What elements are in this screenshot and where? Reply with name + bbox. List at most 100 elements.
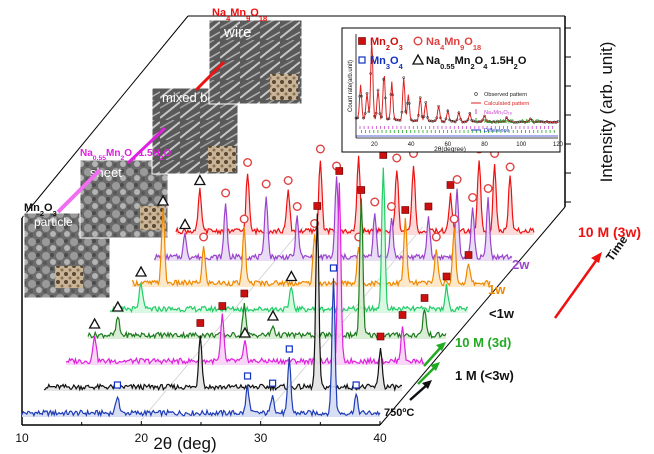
inset-x-tick-label: 80 bbox=[481, 142, 488, 148]
peak-marker-na4mn9o18 bbox=[386, 201, 396, 211]
x-axis-title: 2θ (deg) bbox=[153, 434, 216, 453]
peak-marker-na4mn9o18 bbox=[221, 188, 231, 198]
peak-marker-na4mn9o18 bbox=[292, 201, 302, 211]
x-tick-label: 40 bbox=[373, 431, 387, 445]
inset-observed-point bbox=[361, 116, 365, 120]
inset-observed-point bbox=[457, 111, 461, 115]
inset-observed-point bbox=[387, 117, 391, 121]
inset-observed-point bbox=[536, 120, 540, 123]
peak-marker-na4mn9o18 bbox=[315, 144, 325, 154]
inset-observed-point bbox=[433, 119, 437, 123]
inset-observed-point bbox=[468, 112, 472, 115]
inset-observed-point bbox=[481, 118, 485, 122]
inset-observed-point bbox=[439, 116, 442, 120]
x-tick-label: 30 bbox=[254, 431, 268, 445]
peak-marker-mn2o3 bbox=[357, 186, 366, 194]
peak-marker-birnessite bbox=[88, 317, 101, 329]
sample-label: <1w bbox=[489, 306, 515, 321]
peak-marker-na4mn9o18 bbox=[239, 214, 249, 224]
inset-observed-point bbox=[446, 109, 450, 113]
peak-marker-na4mn9o18 bbox=[468, 192, 478, 202]
peak-marker-mn2o3 bbox=[442, 272, 451, 281]
inset-observed-point bbox=[395, 118, 398, 122]
peak-marker-na4mn9o18 bbox=[452, 174, 462, 184]
peak-marker-na4mn9o18 bbox=[243, 157, 253, 167]
series-0 bbox=[21, 264, 381, 418]
peak-marker-birnessite bbox=[156, 194, 170, 206]
inset-observed-point bbox=[428, 119, 431, 123]
inset-observed-point bbox=[417, 113, 420, 117]
peak-marker-birnessite bbox=[266, 309, 280, 321]
series-3 bbox=[87, 186, 447, 340]
inset-observed-point bbox=[497, 120, 501, 124]
inset-observed-point bbox=[486, 120, 490, 123]
series-1 bbox=[43, 202, 403, 392]
inset-observed-point bbox=[415, 119, 418, 123]
inset-observed-point bbox=[455, 118, 459, 122]
inset-observed-point bbox=[378, 112, 382, 115]
inset-x-label: 2θ(degree) bbox=[434, 146, 466, 153]
legend-swatch bbox=[358, 37, 366, 45]
inset-observed-point bbox=[371, 55, 374, 59]
inset-observed-point bbox=[549, 120, 553, 124]
peak-marker-mn2o3 bbox=[313, 202, 322, 210]
series-line bbox=[21, 278, 381, 418]
inset-observed-point bbox=[435, 116, 439, 120]
inset-y-label: Count rate(arb.unit) bbox=[348, 60, 354, 112]
peak-marker-mn2o3 bbox=[379, 151, 388, 159]
inset-observed-point bbox=[462, 120, 466, 124]
sample-label: 10 M (3d) bbox=[455, 335, 511, 350]
peak-marker-mn2o3 bbox=[401, 206, 410, 214]
inset-observed-point bbox=[365, 91, 369, 95]
inset-observed-point bbox=[459, 117, 463, 121]
chart-legend: Mn2O3 Na4Mn9O18 Mn3O4 Na0.55Mn2O4 1.5H2O bbox=[358, 36, 527, 71]
inset-observed-point bbox=[464, 120, 468, 123]
inset-observed-point bbox=[516, 120, 519, 124]
peak-marker-birnessite bbox=[111, 300, 124, 312]
inset-observed-point bbox=[384, 96, 387, 100]
sample-label: 10 M (3w) bbox=[578, 224, 641, 240]
inset-legend-swatch bbox=[474, 92, 478, 96]
peak-marker-birnessite bbox=[178, 218, 192, 230]
inset-observed-point bbox=[512, 121, 516, 124]
inset-legend-label: Observed pattern bbox=[484, 92, 527, 98]
inset-observed-point bbox=[422, 115, 426, 118]
morphology-label-sheet: sheet bbox=[90, 165, 122, 180]
peak-marker-mn2o3 bbox=[240, 289, 249, 298]
peak-marker-birnessite bbox=[193, 174, 206, 186]
inset-legend-label: Na₄Mn₉O₁₈ bbox=[484, 110, 512, 116]
peak-marker-mn2o3 bbox=[446, 181, 455, 189]
peak-marker-na4mn9o18 bbox=[283, 175, 293, 185]
inset-observed-point bbox=[527, 119, 530, 123]
sem-image-wire: wire bbox=[208, 19, 303, 105]
legend-label: Mn2O3 bbox=[370, 36, 403, 52]
inset-legend-label: Na₀.₅₅Mn₂O₄ · 1.5H₂O bbox=[484, 119, 540, 125]
series-line bbox=[65, 182, 425, 366]
morphology-arrows bbox=[56, 60, 226, 214]
inset-observed-point bbox=[418, 96, 422, 99]
legend-swatch bbox=[411, 53, 425, 65]
inset-observed-point bbox=[505, 116, 508, 119]
inset-observed-point bbox=[402, 76, 406, 79]
series-4 bbox=[109, 151, 469, 314]
peak-marker-mn3o4 bbox=[269, 379, 277, 387]
inset-observed-point bbox=[367, 110, 371, 114]
inset-observed-point bbox=[519, 120, 523, 123]
inset-observed-point bbox=[389, 93, 393, 96]
inset-observed-point bbox=[477, 120, 481, 123]
inset-observed-point bbox=[547, 121, 551, 124]
legend-label: Na4Mn9O18 bbox=[426, 36, 481, 52]
sample-label: 1 M (<3w) bbox=[455, 368, 514, 383]
inset-observed-point bbox=[479, 120, 483, 123]
inset-observed-point bbox=[440, 120, 444, 123]
inset-observed-point bbox=[400, 110, 404, 114]
peak-marker-na4mn9o18 bbox=[449, 214, 459, 224]
series-line bbox=[43, 213, 403, 392]
inset-legend-label: Difference bbox=[484, 128, 509, 134]
series-6 bbox=[153, 161, 513, 262]
peak-marker-mn2o3 bbox=[398, 311, 407, 319]
legend-swatch bbox=[358, 56, 366, 64]
inset-refinement: 20 40 60 80 100 120 2θ(degree) Count rate(arb.u… bbox=[341, 27, 564, 153]
